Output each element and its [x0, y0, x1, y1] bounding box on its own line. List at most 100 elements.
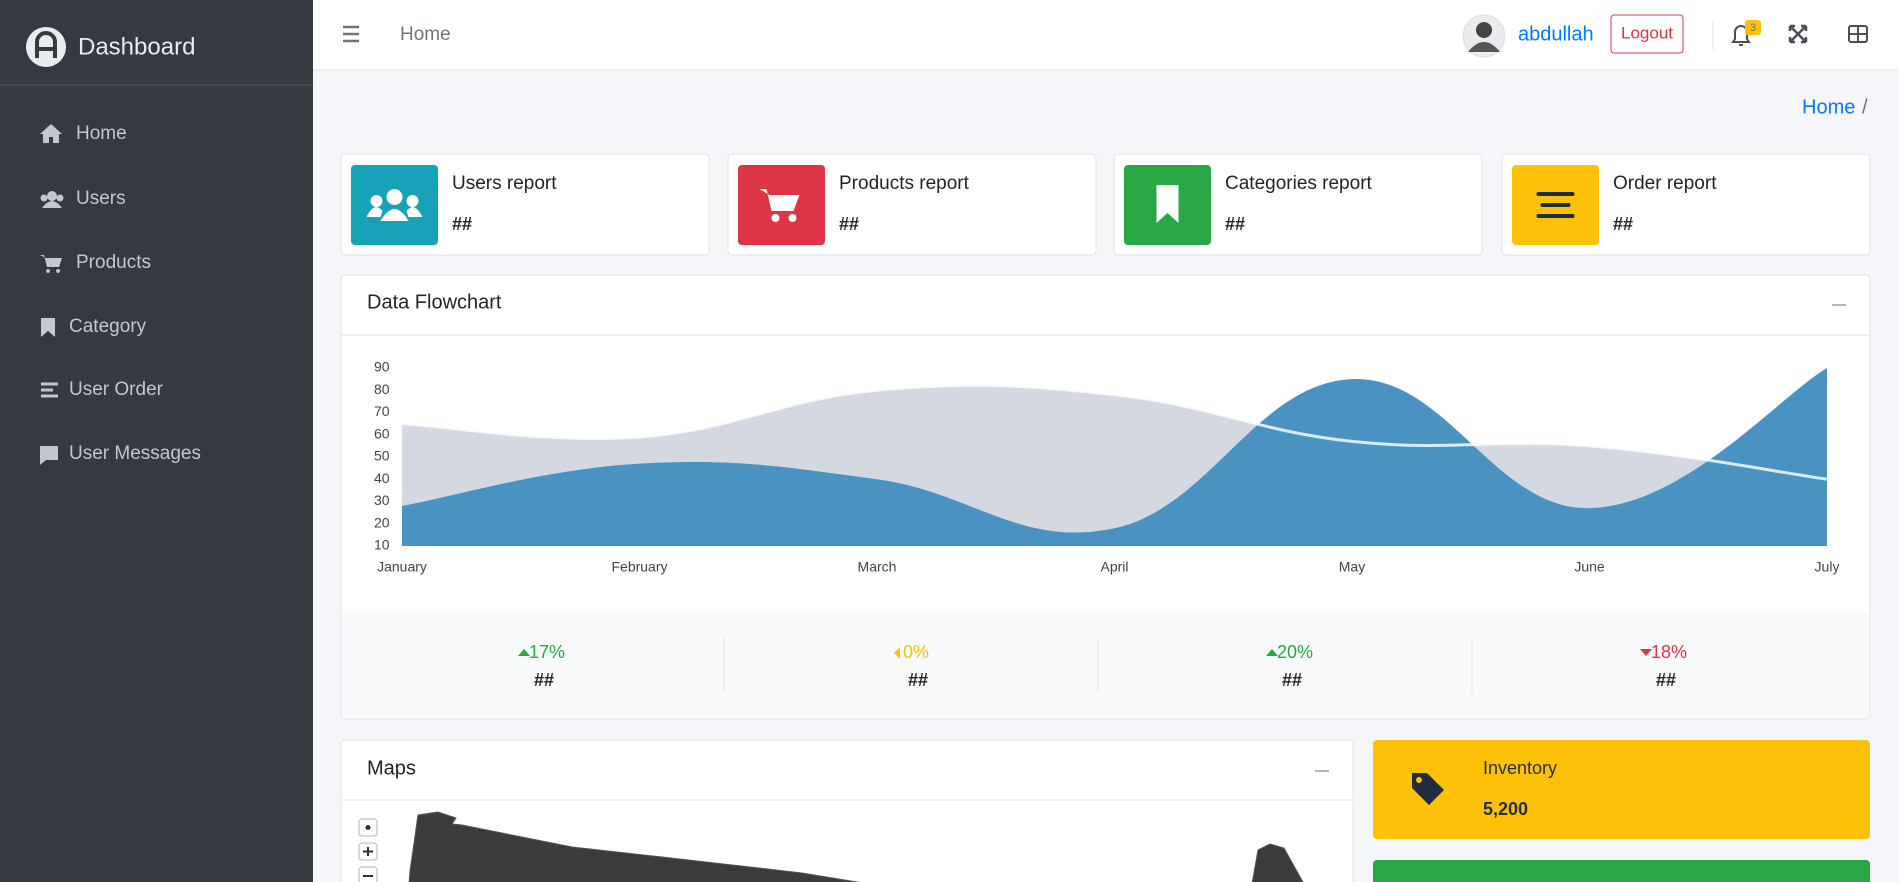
x-tick-label: February [611, 559, 667, 575]
breadcrumb-item[interactable]: Home [1802, 96, 1855, 118]
series-line [401, 383, 1828, 481]
menu-item[interactable]: Products [76, 252, 151, 273]
info-icon [1156, 185, 1179, 223]
menu-icon [41, 318, 55, 337]
menu-icon [41, 382, 58, 398]
card-title: Maps [367, 757, 416, 779]
stat-change: 17% [529, 642, 565, 662]
trend-caret [1266, 649, 1278, 656]
inventory-value: 5,200 [1483, 799, 1528, 819]
icon-part [370, 195, 383, 207]
brand-text[interactable]: Dashboard [78, 33, 195, 60]
icon-part [386, 189, 403, 205]
fullscreen-icon[interactable] [1788, 24, 1808, 44]
info-box-title: Products report [839, 173, 970, 194]
y-tick-label: 70 [374, 403, 390, 419]
list-icon [41, 394, 58, 398]
info-box-title: Users report [452, 173, 557, 194]
y-tick-label: 50 [374, 448, 390, 464]
menu-icon [40, 124, 62, 143]
icon-part [1540, 203, 1571, 207]
y-tick-label: 60 [374, 425, 390, 441]
world-map [408, 811, 1304, 882]
list-icon [41, 382, 58, 386]
users-icon [47, 191, 57, 201]
y-tick-label: 10 [374, 537, 390, 553]
y-tick-label: 40 [374, 470, 390, 486]
logout-button[interactable] [1610, 14, 1684, 54]
stat-change: 0% [903, 642, 929, 662]
x-tick-label: April [1100, 559, 1128, 575]
bookmark-icon [41, 318, 55, 337]
list-icon [41, 388, 53, 392]
info-box-title: Categories report [1225, 173, 1373, 194]
menu-item[interactable]: Home [76, 123, 127, 144]
icon-part [406, 195, 419, 207]
x-tick-label: July [1815, 559, 1840, 575]
stat-value: ## [1282, 670, 1302, 690]
area-chart: 10 20 30 40 50 60 70 80 90 January February March Ap… [374, 359, 1839, 575]
icon-part [380, 209, 409, 221]
avatar[interactable] [1462, 14, 1506, 58]
users-icon [42, 201, 62, 208]
brand-logo [26, 27, 66, 67]
stat-value: ## [534, 670, 554, 690]
menu-item[interactable]: Users [76, 188, 126, 209]
y-tick-label: 80 [374, 381, 390, 397]
users-icon [40, 194, 48, 202]
logout-text[interactable]: Logout [1621, 23, 1673, 42]
area [402, 368, 1827, 546]
menu-icon [40, 255, 62, 273]
x-tick-label: May [1339, 559, 1365, 575]
map-zoom-out[interactable] [358, 866, 378, 882]
notification-count: 3 [1750, 22, 1756, 34]
x-tick-label: June [1574, 559, 1605, 575]
icon-part [1536, 192, 1575, 196]
menu-item[interactable]: User Messages [69, 443, 201, 464]
y-tick-label: 30 [374, 492, 390, 508]
users-icon [56, 194, 64, 202]
y-tick-label: 90 [374, 359, 390, 375]
stat-value: ## [1656, 670, 1676, 690]
menu-toggle[interactable] [343, 25, 359, 43]
message-icon [40, 446, 58, 465]
menu-icon [40, 191, 64, 208]
home-icon [40, 124, 62, 143]
info-box-value: ## [1225, 214, 1245, 234]
info-icon [1536, 192, 1575, 218]
info-icon [366, 189, 423, 221]
info-icon [759, 189, 800, 222]
trend-caret [894, 647, 900, 659]
tag-icon [1412, 773, 1444, 805]
stat-change: 20% [1277, 642, 1313, 662]
info-box-value: ## [1613, 214, 1633, 234]
x-tick-label: March [858, 559, 897, 575]
icon-part [759, 189, 800, 211]
menu-item[interactable]: User Order [69, 379, 164, 400]
sidebar [0, 0, 313, 882]
icon-part [1156, 185, 1179, 223]
inventory-box [1373, 740, 1870, 839]
layout-icon[interactable] [1848, 25, 1868, 43]
card-title: Data Flowchart [367, 291, 502, 313]
menu-icon [40, 446, 58, 465]
trend-caret [518, 649, 530, 656]
nav-link[interactable]: Home [400, 24, 451, 45]
icon-part [1536, 214, 1575, 218]
icon-part [771, 214, 780, 222]
stats-footer [342, 612, 1869, 718]
status-box [1373, 860, 1870, 882]
stat-change: 18% [1651, 642, 1687, 662]
breadcrumb-separator: / [1862, 96, 1868, 118]
icon-part [788, 214, 797, 222]
y-tick-label: 20 [374, 514, 390, 530]
menu-item[interactable]: Category [69, 316, 147, 337]
user-name[interactable]: abdullah [1518, 23, 1594, 45]
cart-icon [40, 255, 62, 273]
notification-badge [1745, 20, 1761, 35]
icon-part [366, 207, 423, 217]
info-box-value: ## [452, 214, 472, 234]
inventory-title: Inventory [1483, 758, 1557, 778]
